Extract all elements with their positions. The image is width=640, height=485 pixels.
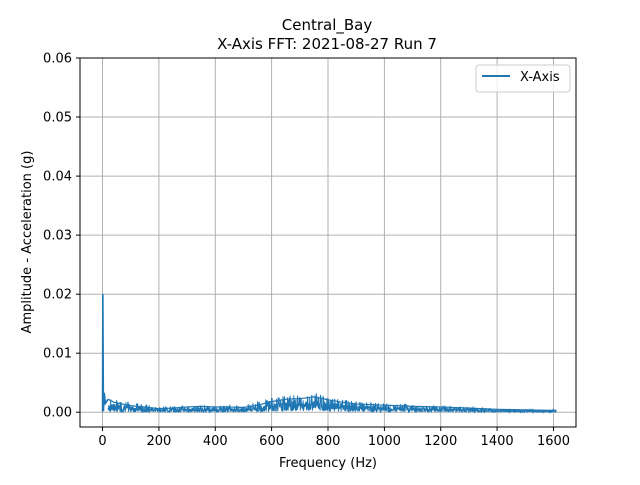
series-x-axis (101, 294, 557, 415)
legend: X-Axis (475, 64, 571, 93)
legend-box (475, 64, 571, 93)
y-tick-label: 0.06 (43, 52, 72, 67)
y-tick-label: 0.03 (43, 229, 72, 244)
x-axis-label: Frequency (Hz) (279, 456, 377, 471)
y-tick-label: 0.00 (43, 406, 72, 421)
chart-title: Central_Bay (282, 16, 373, 35)
x-tick-label: 200 (146, 434, 171, 449)
x-tick-label: 1400 (481, 434, 514, 449)
x-tick-label: 1200 (424, 434, 457, 449)
y-tick-label: 0.01 (43, 347, 72, 362)
series-low-frequency-peak (101, 294, 109, 412)
legend-label-x-axis: X-Axis (520, 70, 560, 85)
x-tick-label: 0 (98, 434, 106, 449)
x-tick-label: 400 (203, 434, 228, 449)
y-axis-label: Amplitude - Acceleration (g) (20, 151, 35, 334)
series-trend-line (107, 396, 557, 412)
y-tick-label: 0.04 (43, 170, 72, 185)
chart-subtitle: X-Axis FFT: 2021-08-27 Run 7 (217, 35, 437, 53)
x-tick-label: 1600 (537, 434, 570, 449)
series-noise-band (107, 393, 557, 415)
grid (80, 57, 576, 427)
y-tick-label: 0.05 (43, 111, 72, 126)
x-tick-label: 1000 (368, 434, 401, 449)
ticks: 0 200 400 600 800 1000 1200 1400 1600 0.00 0.01 0.0… (43, 52, 570, 450)
x-tick-label: 600 (259, 434, 284, 449)
y-tick-label: 0.02 (43, 288, 72, 303)
x-tick-label: 800 (316, 434, 341, 449)
